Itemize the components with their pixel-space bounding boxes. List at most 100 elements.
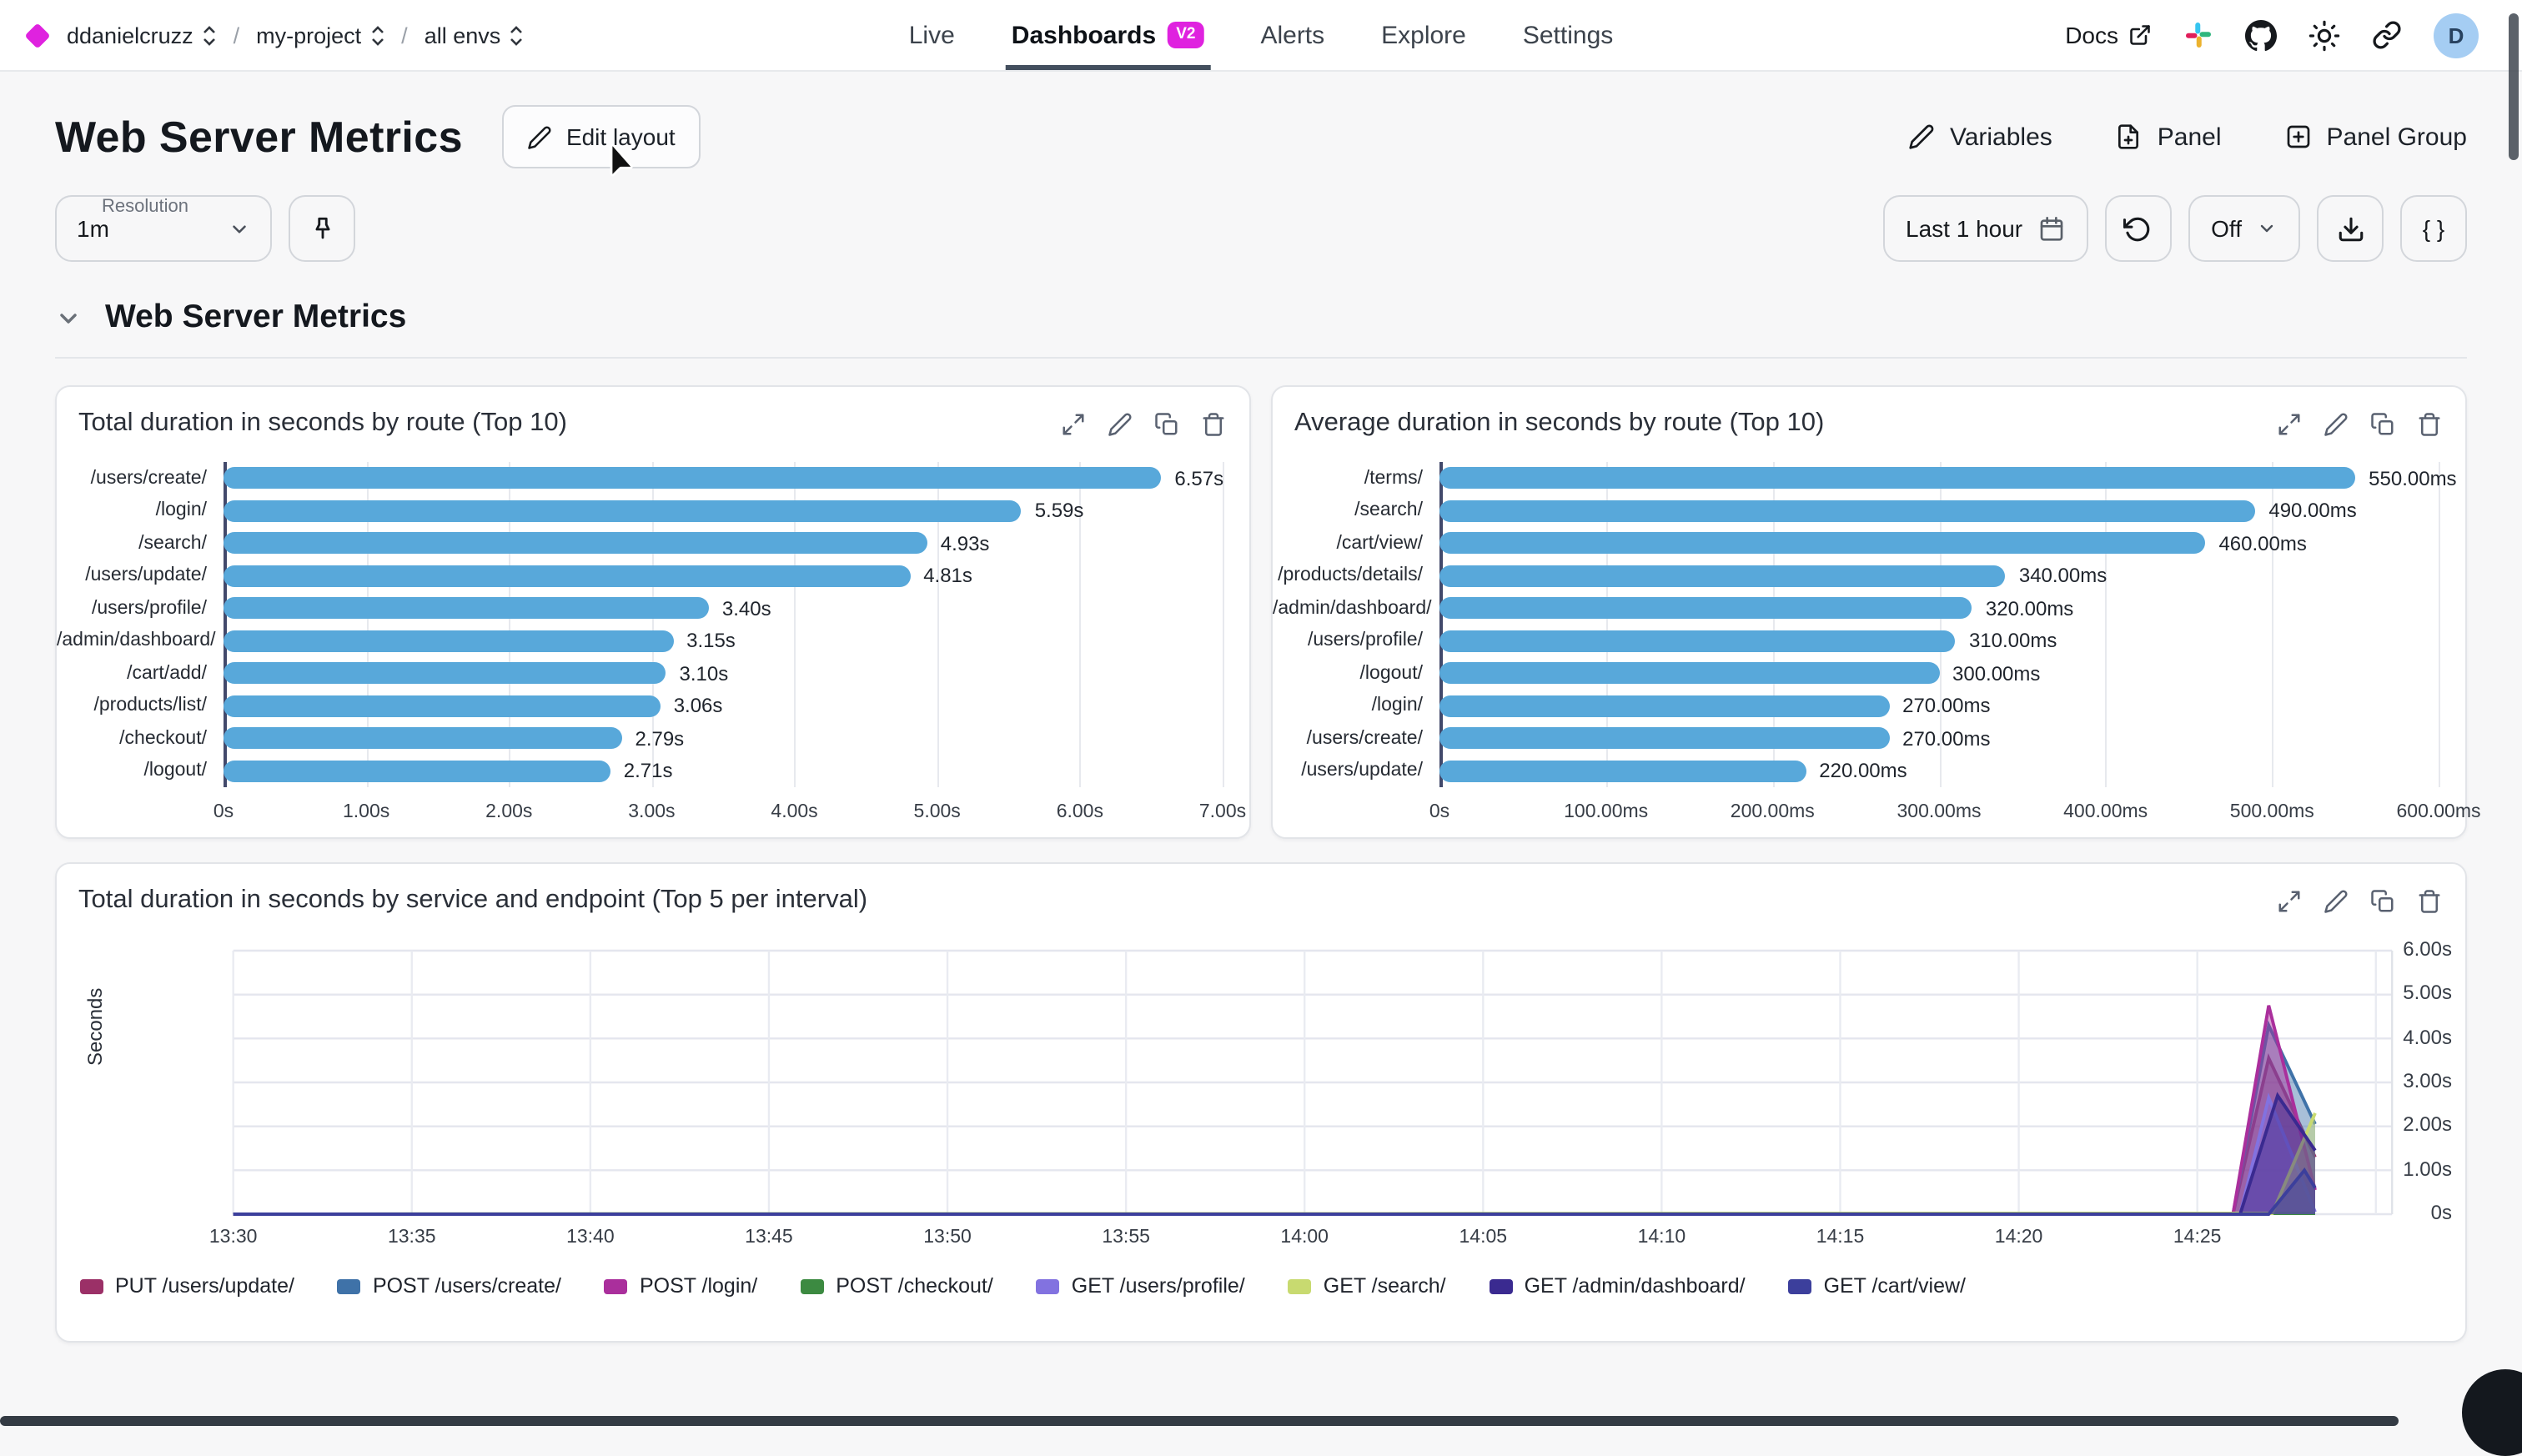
nav-tab-settings[interactable]: Settings: [1523, 0, 1613, 70]
delete-panel-icon[interactable]: [2417, 888, 2442, 913]
series-line[interactable]: [233, 1092, 2317, 1216]
resolution-select[interactable]: Resolution 1m: [55, 195, 272, 262]
bar[interactable]: [1439, 500, 2256, 522]
edit-panel-icon[interactable]: [2324, 411, 2349, 436]
corner-floating-button[interactable]: [2462, 1369, 2522, 1456]
pin-resolution-button[interactable]: [289, 195, 355, 262]
duplicate-panel-icon[interactable]: [1154, 411, 1179, 436]
user-avatar[interactable]: D: [2434, 13, 2479, 58]
breadcrumb-env[interactable]: all envs: [425, 23, 525, 48]
legend-swatch-icon: [801, 1278, 825, 1293]
time-range-button[interactable]: Last 1 hour: [1882, 195, 2088, 262]
breadcrumb-project[interactable]: my-project: [256, 23, 384, 48]
edit-panel-icon[interactable]: [1108, 411, 1133, 436]
legend-item[interactable]: POST /checkout/: [801, 1274, 993, 1298]
bar[interactable]: [1439, 630, 1956, 652]
series-line[interactable]: [233, 1167, 2317, 1216]
delete-panel-icon[interactable]: [2417, 411, 2442, 436]
bar[interactable]: [224, 565, 911, 587]
bar[interactable]: [224, 727, 622, 750]
series-area: [233, 1097, 2315, 1214]
legend-item[interactable]: GET /cart/view/: [1788, 1274, 1966, 1298]
nav-tab-alerts[interactable]: Alerts: [1260, 0, 1324, 70]
delete-panel-icon[interactable]: [1201, 411, 1226, 436]
bar[interactable]: [1439, 565, 2006, 587]
bar[interactable]: [224, 695, 661, 717]
series-line[interactable]: [233, 1092, 2317, 1216]
duplicate-panel-icon[interactable]: [2370, 888, 2395, 913]
add-panel-button[interactable]: Panel: [2116, 123, 2222, 151]
legend-item[interactable]: GET /users/profile/: [1036, 1274, 1245, 1298]
auto-refresh-select[interactable]: Off: [2188, 195, 2300, 262]
copy-link-icon[interactable]: [2372, 20, 2402, 50]
bar-track: 4.81s: [224, 565, 1223, 588]
controls-row: Resolution 1m Last 1 hour Off { }: [0, 168, 2522, 262]
duplicate-panel-icon[interactable]: [2370, 411, 2395, 436]
vertical-scrollbar[interactable]: [2509, 13, 2519, 160]
add-panel-group-button[interactable]: Panel Group: [2285, 123, 2467, 151]
slack-icon[interactable]: [2183, 20, 2213, 50]
legend-label: PUT /users/update/: [115, 1274, 294, 1298]
horizontal-scrollbar[interactable]: [0, 1416, 2399, 1426]
bar-row: /cart/add/3.10s: [57, 657, 1249, 690]
nav-tab-explore[interactable]: Explore: [1381, 0, 1466, 70]
github-icon[interactable]: [2245, 19, 2277, 51]
bar[interactable]: [1439, 760, 1806, 782]
bar[interactable]: [224, 760, 610, 782]
bar-track: 550.00ms: [1439, 467, 2457, 490]
bar[interactable]: [1439, 532, 2206, 555]
time-controls: Last 1 hour Off { }: [1882, 195, 2467, 262]
nav-tab-live[interactable]: Live: [909, 0, 955, 70]
bar[interactable]: [224, 662, 666, 685]
series-line[interactable]: [233, 1112, 2317, 1216]
bar-category-label: /users/profile/: [1307, 630, 1423, 651]
legend-swatch-icon: [337, 1278, 361, 1293]
panel-title: Total duration in seconds by route (Top …: [78, 409, 567, 437]
series-line[interactable]: [233, 1005, 2317, 1216]
plus-square-icon: [2287, 125, 2309, 148]
bar-row: /admin/dashboard/320.00ms: [1273, 592, 2465, 625]
bar-row: /users/create/6.57s: [57, 462, 1249, 495]
download-button[interactable]: [2317, 195, 2384, 262]
bar[interactable]: [1439, 597, 1972, 620]
nav-tab-dashboards[interactable]: Dashboards V2: [1004, 0, 1212, 70]
panel-group-header[interactable]: Web Server Metrics: [55, 299, 2467, 359]
bar[interactable]: [224, 597, 709, 620]
expand-panel-icon[interactable]: [1061, 411, 1086, 436]
bar[interactable]: [224, 532, 927, 555]
edit-layout-button[interactable]: Edit layout: [502, 105, 701, 177]
bar-value-label: 460.00ms: [2218, 531, 2307, 555]
x-tick-label: 13:30: [208, 1228, 258, 1248]
bar[interactable]: [224, 500, 1022, 522]
legend-item[interactable]: PUT /users/update/: [80, 1274, 294, 1298]
bar[interactable]: [1439, 727, 1890, 750]
bar-value-label: 550.00ms: [2369, 466, 2457, 490]
bar-track: 4.93s: [224, 532, 1223, 555]
x-axis-ticks: 13:30 13:35 13:40 13:45 13:50 13:55 14:00 14:05…: [209, 1228, 2399, 1261]
legend-item[interactable]: POST /users/create/: [337, 1274, 561, 1298]
edit-panel-icon[interactable]: [2324, 888, 2349, 913]
theme-toggle-sun-icon[interactable]: [2308, 19, 2340, 51]
bar[interactable]: [1439, 662, 1939, 685]
json-view-button[interactable]: { }: [2400, 195, 2467, 262]
expand-panel-icon[interactable]: [2277, 888, 2302, 913]
brand-logo-icon[interactable]: [24, 22, 51, 48]
expand-panel-icon[interactable]: [2277, 411, 2302, 436]
bar[interactable]: [224, 630, 674, 652]
bar[interactable]: [224, 467, 1162, 490]
bar[interactable]: [1439, 467, 2356, 490]
bar-row: /users/profile/3.40s: [57, 592, 1249, 625]
bar[interactable]: [1439, 695, 1890, 717]
nav-tab-label: Settings: [1522, 21, 1614, 49]
chevron-down-icon: [2260, 224, 2273, 233]
variables-button[interactable]: Variables: [1908, 123, 2052, 151]
docs-link[interactable]: Docs: [2065, 22, 2152, 48]
bar-category-label: /search/: [1354, 500, 1423, 521]
x-tick-label: 7.00s: [1198, 802, 1247, 822]
refresh-button[interactable]: [2104, 195, 2172, 262]
legend-item[interactable]: POST /login/: [604, 1274, 757, 1298]
legend-item[interactable]: GET /search/: [1288, 1274, 1446, 1298]
legend-item[interactable]: GET /admin/dashboard/: [1489, 1274, 1746, 1298]
series-line[interactable]: [233, 1020, 2317, 1216]
breadcrumb-org[interactable]: ddanielcruzz: [67, 23, 217, 48]
